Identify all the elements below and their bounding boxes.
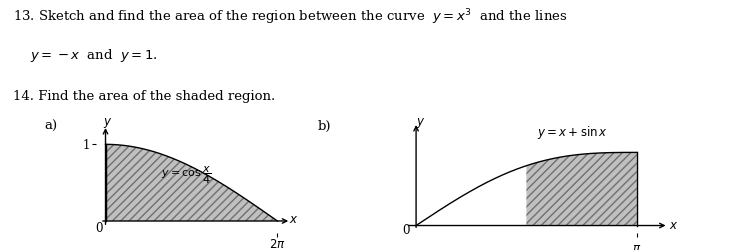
Text: $y$: $y$ bbox=[103, 116, 112, 130]
Text: $x$: $x$ bbox=[289, 213, 298, 226]
Text: 14. Find the area of the shaded region.: 14. Find the area of the shaded region. bbox=[13, 90, 275, 103]
Text: 0: 0 bbox=[96, 222, 103, 235]
Text: $y$: $y$ bbox=[416, 116, 426, 130]
Text: 13. Sketch and find the area of the region between the curve  $y=x^3$  and the l: 13. Sketch and find the area of the regi… bbox=[13, 8, 567, 27]
Text: b): b) bbox=[317, 120, 331, 133]
Text: 0: 0 bbox=[401, 224, 410, 237]
Text: $x$: $x$ bbox=[669, 218, 678, 232]
Text: $y=-x$  and  $y=1$.: $y=-x$ and $y=1$. bbox=[30, 48, 157, 64]
Text: $y=\cos\dfrac{x}{4}$: $y=\cos\dfrac{x}{4}$ bbox=[162, 164, 212, 186]
Text: a): a) bbox=[44, 120, 58, 133]
Text: $y=x+\sin x$: $y=x+\sin x$ bbox=[537, 124, 608, 141]
